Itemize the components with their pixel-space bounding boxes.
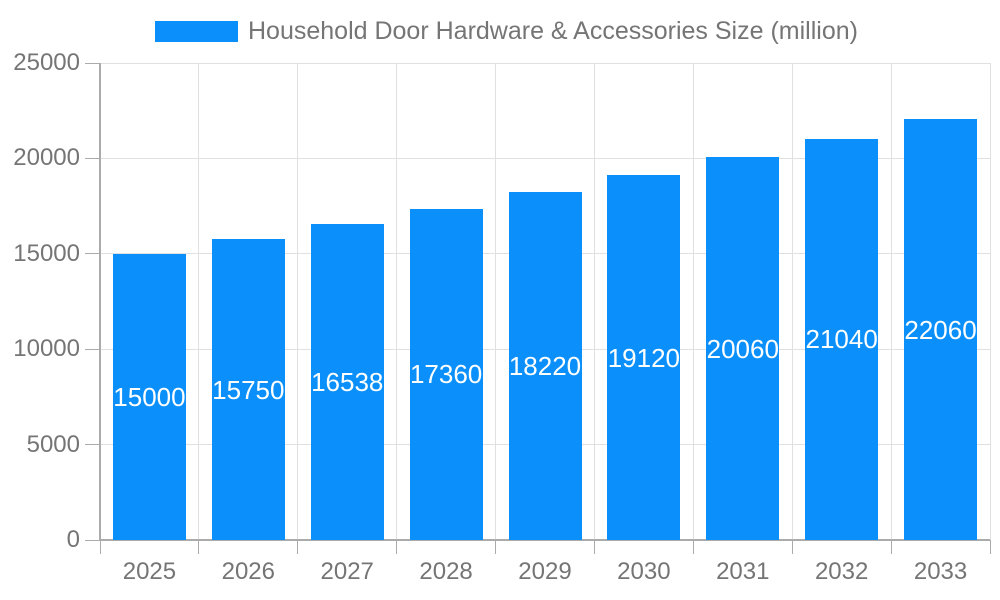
y-tick-label: 20000 bbox=[13, 144, 80, 172]
bar-value-label: 17360 bbox=[409, 359, 483, 390]
x-gridline bbox=[593, 63, 595, 540]
x-tick bbox=[791, 540, 793, 554]
bar-value-label: 18220 bbox=[508, 351, 582, 382]
legend-swatch bbox=[155, 20, 238, 42]
x-tick-label: 2028 bbox=[419, 558, 473, 585]
y-gridline bbox=[100, 62, 990, 64]
bar bbox=[904, 119, 978, 540]
y-tick-label: 15000 bbox=[13, 239, 80, 267]
bar bbox=[508, 192, 582, 540]
x-tick-label: 2025 bbox=[122, 558, 177, 585]
legend: Household Door Hardware & Accessories Si… bbox=[155, 17, 858, 45]
bar-value-label: 15750 bbox=[212, 374, 285, 405]
bar-value-label: 22060 bbox=[904, 314, 977, 345]
legend-label: Household Door Hardware & Accessories Si… bbox=[248, 17, 858, 45]
x-tick bbox=[99, 540, 101, 554]
bar bbox=[211, 239, 285, 540]
y-tick-label: 25000 bbox=[13, 49, 80, 76]
x-gridline bbox=[396, 63, 398, 540]
x-tick bbox=[396, 540, 398, 554]
x-gridline bbox=[198, 63, 200, 540]
x-tick-label: 2030 bbox=[617, 558, 671, 585]
x-tick-label: 2027 bbox=[320, 558, 374, 585]
bar bbox=[310, 224, 384, 540]
y-tick bbox=[85, 444, 100, 446]
bar bbox=[112, 253, 186, 540]
x-tick bbox=[692, 540, 694, 554]
x-gridline bbox=[890, 63, 892, 540]
x-tick bbox=[297, 540, 299, 554]
x-gridline bbox=[989, 63, 991, 540]
bar-value-label: 16538 bbox=[311, 367, 384, 398]
x-tick bbox=[495, 540, 497, 554]
y-tick-label: 5000 bbox=[26, 430, 80, 458]
y-tick-label: 0 bbox=[66, 526, 80, 553]
y-tick bbox=[85, 253, 100, 255]
x-gridline bbox=[791, 63, 793, 540]
y-axis-line bbox=[99, 63, 101, 540]
x-tick bbox=[593, 540, 595, 554]
x-axis-line bbox=[100, 539, 990, 541]
y-tick-label: 10000 bbox=[13, 335, 80, 363]
bar-value-label: 21040 bbox=[805, 324, 878, 355]
bar bbox=[706, 157, 780, 540]
x-tick bbox=[198, 540, 200, 554]
bar bbox=[409, 208, 483, 540]
x-gridline bbox=[692, 63, 694, 540]
x-tick-label: 2026 bbox=[221, 558, 275, 585]
bar bbox=[607, 175, 681, 540]
x-tick-label: 2029 bbox=[518, 558, 572, 585]
x-gridline bbox=[495, 63, 497, 540]
bar-value-label: 20060 bbox=[706, 333, 779, 364]
x-tick-label: 2032 bbox=[814, 558, 869, 585]
bar bbox=[805, 138, 879, 540]
x-tick bbox=[890, 540, 892, 554]
x-tick-label: 2031 bbox=[716, 558, 770, 585]
y-tick bbox=[85, 539, 100, 541]
x-gridline bbox=[297, 63, 299, 540]
y-tick bbox=[85, 348, 100, 350]
y-tick bbox=[85, 157, 100, 159]
x-tick bbox=[989, 540, 991, 554]
bar-value-label: 19120 bbox=[607, 342, 681, 373]
x-tick-label: 2033 bbox=[913, 558, 968, 585]
bar-value-label: 15000 bbox=[113, 381, 186, 412]
y-tick bbox=[85, 62, 100, 64]
y-gridline bbox=[100, 157, 990, 159]
